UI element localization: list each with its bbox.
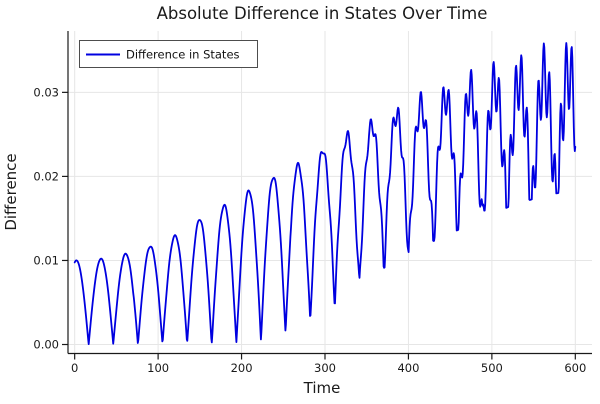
y-tick-label: 0.03 [33,85,59,99]
data-series [73,42,577,345]
x-tick-label: 100 [147,361,169,375]
legend-entry-label: Difference in States [126,48,240,62]
axes [67,31,592,355]
x-tick-label: 300 [314,361,336,375]
chart-title: Absolute Difference in States Over Time [157,4,488,23]
tick-labels: 0 100 200 300 400 500 600 0.00 0.01 0.02 0.03 [33,85,586,375]
y-axis-label: Difference [2,153,20,230]
x-tick-label: 0 [71,361,78,375]
x-axis-label: Time [303,379,341,397]
x-tick-label: 400 [397,361,419,375]
series-line-difference-in-states [73,42,577,345]
x-tick-label: 500 [481,361,503,375]
y-tick-label: 0.02 [33,169,59,183]
axis-ticks [62,91,576,360]
x-tick-label: 200 [231,361,253,375]
y-tick-label: 0.00 [33,338,59,352]
y-tick-label: 0.01 [33,253,59,267]
x-tick-label: 600 [564,361,586,375]
gridlines [68,31,592,354]
legend: Difference in States [79,40,258,68]
